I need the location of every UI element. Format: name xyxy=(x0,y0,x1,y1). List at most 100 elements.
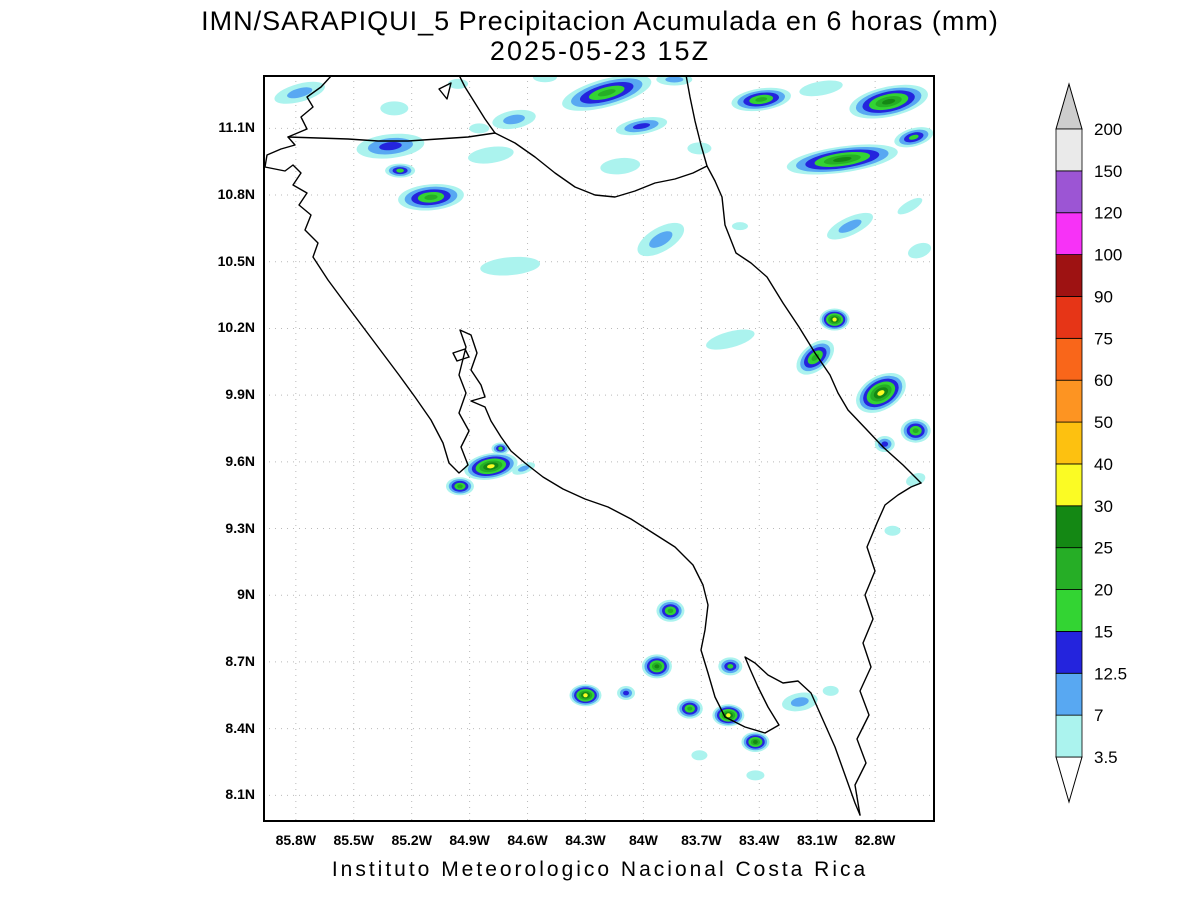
colorbar-level-label: 200 xyxy=(1094,120,1122,139)
colorbar-segment xyxy=(1055,254,1083,297)
precip-cell xyxy=(480,256,541,276)
colorbar-segment xyxy=(1055,379,1083,423)
precip-cell xyxy=(786,144,898,175)
pacific-coastline-path xyxy=(264,75,861,816)
precip-cell xyxy=(468,146,514,164)
precip-contour xyxy=(731,222,748,231)
precip-contour xyxy=(832,317,837,322)
lat-tick-label: 9.3N xyxy=(225,519,255,536)
precip-cell xyxy=(491,442,510,455)
colorbar-level-label: 100 xyxy=(1094,246,1122,265)
precip-contour xyxy=(480,256,541,276)
colorbar-segment xyxy=(1055,631,1083,674)
tick-mark-layer xyxy=(263,128,875,822)
precip-cell xyxy=(691,750,708,761)
colorbar-level-label: 40 xyxy=(1094,455,1113,474)
precip-cell xyxy=(906,473,926,487)
precip-contour xyxy=(753,739,758,744)
lat-tick-label: 11.1N xyxy=(218,119,255,136)
colorbar-segment xyxy=(1055,547,1083,590)
colorbar-level-label: 3.5 xyxy=(1094,748,1118,767)
colorbar-segment xyxy=(1055,463,1083,507)
lat-tick-label: 10.2N xyxy=(217,319,255,336)
page-subtitle: 2025-05-23 15Z xyxy=(489,36,711,66)
precip-cell xyxy=(617,686,636,701)
lon-tick-label: 84W xyxy=(629,832,658,848)
precip-contour xyxy=(799,80,843,97)
precip-contour xyxy=(838,219,862,233)
precip-cell xyxy=(746,770,765,781)
colorbar-level-label: 12.5 xyxy=(1094,664,1127,683)
precip-cell xyxy=(380,101,409,116)
precip-cell xyxy=(687,142,712,155)
precip-contour xyxy=(687,706,693,711)
lat-tick-label: 8.1N xyxy=(225,786,255,803)
precip-contour xyxy=(881,441,889,447)
colorbar-segment xyxy=(1055,128,1083,172)
lon-tick-label: 85.5W xyxy=(333,832,374,848)
precip-cell xyxy=(656,599,685,622)
plot-frame xyxy=(263,75,935,822)
precip-cell xyxy=(900,418,931,443)
colorbar-level-label: 20 xyxy=(1094,581,1113,600)
precip-contour xyxy=(790,697,809,707)
precip-cell xyxy=(385,163,416,178)
precip-contour xyxy=(665,76,684,83)
lat-tick-label: 9.6N xyxy=(225,452,255,469)
precip-contour xyxy=(448,78,469,89)
precip-contour xyxy=(822,685,839,696)
colorbar-level-label: 60 xyxy=(1094,371,1113,390)
precip-contour xyxy=(623,690,630,696)
panama-border-path xyxy=(854,482,922,816)
island-triangle-path xyxy=(438,82,452,100)
precip-cell xyxy=(799,80,843,97)
precip-contour xyxy=(424,194,438,200)
map-svg xyxy=(263,75,935,822)
precip-cell xyxy=(731,222,748,231)
precip-cell xyxy=(562,75,652,111)
precip-cell xyxy=(676,698,703,719)
lat-tick-label: 8.4N xyxy=(225,719,255,736)
precip-cell xyxy=(796,340,835,375)
precip-cell xyxy=(874,436,895,453)
colorbar-level-label: 50 xyxy=(1094,413,1113,432)
precip-cell xyxy=(448,78,469,89)
precip-cell xyxy=(274,81,325,104)
lake-nicaragua-shore-path xyxy=(458,75,496,134)
precip-cell xyxy=(731,87,791,112)
precip-cell xyxy=(469,123,490,134)
precip-contour xyxy=(727,664,734,669)
colorbar-segment xyxy=(1055,337,1083,381)
colorbar-segment xyxy=(1055,170,1083,214)
page-title: IMN/SARAPIQUI_5 Precipitacion Acumulada … xyxy=(201,6,999,36)
lat-tick-label: 9N xyxy=(237,586,255,603)
precip-cell xyxy=(445,477,474,496)
precip-cell xyxy=(782,692,818,712)
precip-cell xyxy=(741,731,770,752)
precip-cell xyxy=(894,127,934,148)
precip-contour xyxy=(632,123,651,130)
precip-cell xyxy=(897,197,923,215)
precip-contour xyxy=(833,156,852,162)
colorbar-segment xyxy=(1055,421,1083,465)
precip-contour xyxy=(469,123,490,134)
coastline-layer xyxy=(264,75,922,816)
precip-contour xyxy=(487,464,495,469)
colorbar-segment xyxy=(1055,672,1083,716)
lat-tick-label: 10.5N xyxy=(217,252,255,269)
precip-contour xyxy=(517,465,530,472)
precip-contour xyxy=(649,231,673,248)
colorbar-svg: 3.5 7 12.5 15 20 25 30 40 50 60 75 90 100 120 150 200 xyxy=(1055,82,1127,804)
precip-cell xyxy=(822,685,839,696)
colorbar-level-label: 30 xyxy=(1094,497,1113,516)
colorbar-level-label: 120 xyxy=(1094,204,1122,223)
precip-cell xyxy=(712,704,745,727)
lat-tick-label: 9.9N xyxy=(225,386,255,403)
precip-contour xyxy=(583,693,588,698)
precip-contour xyxy=(379,141,402,151)
precip-cell xyxy=(718,657,743,676)
precip-contour xyxy=(396,168,404,173)
lon-tick-label: 84.6W xyxy=(507,832,548,848)
colorbar-segment xyxy=(1055,296,1083,339)
precip-contour xyxy=(498,446,503,451)
